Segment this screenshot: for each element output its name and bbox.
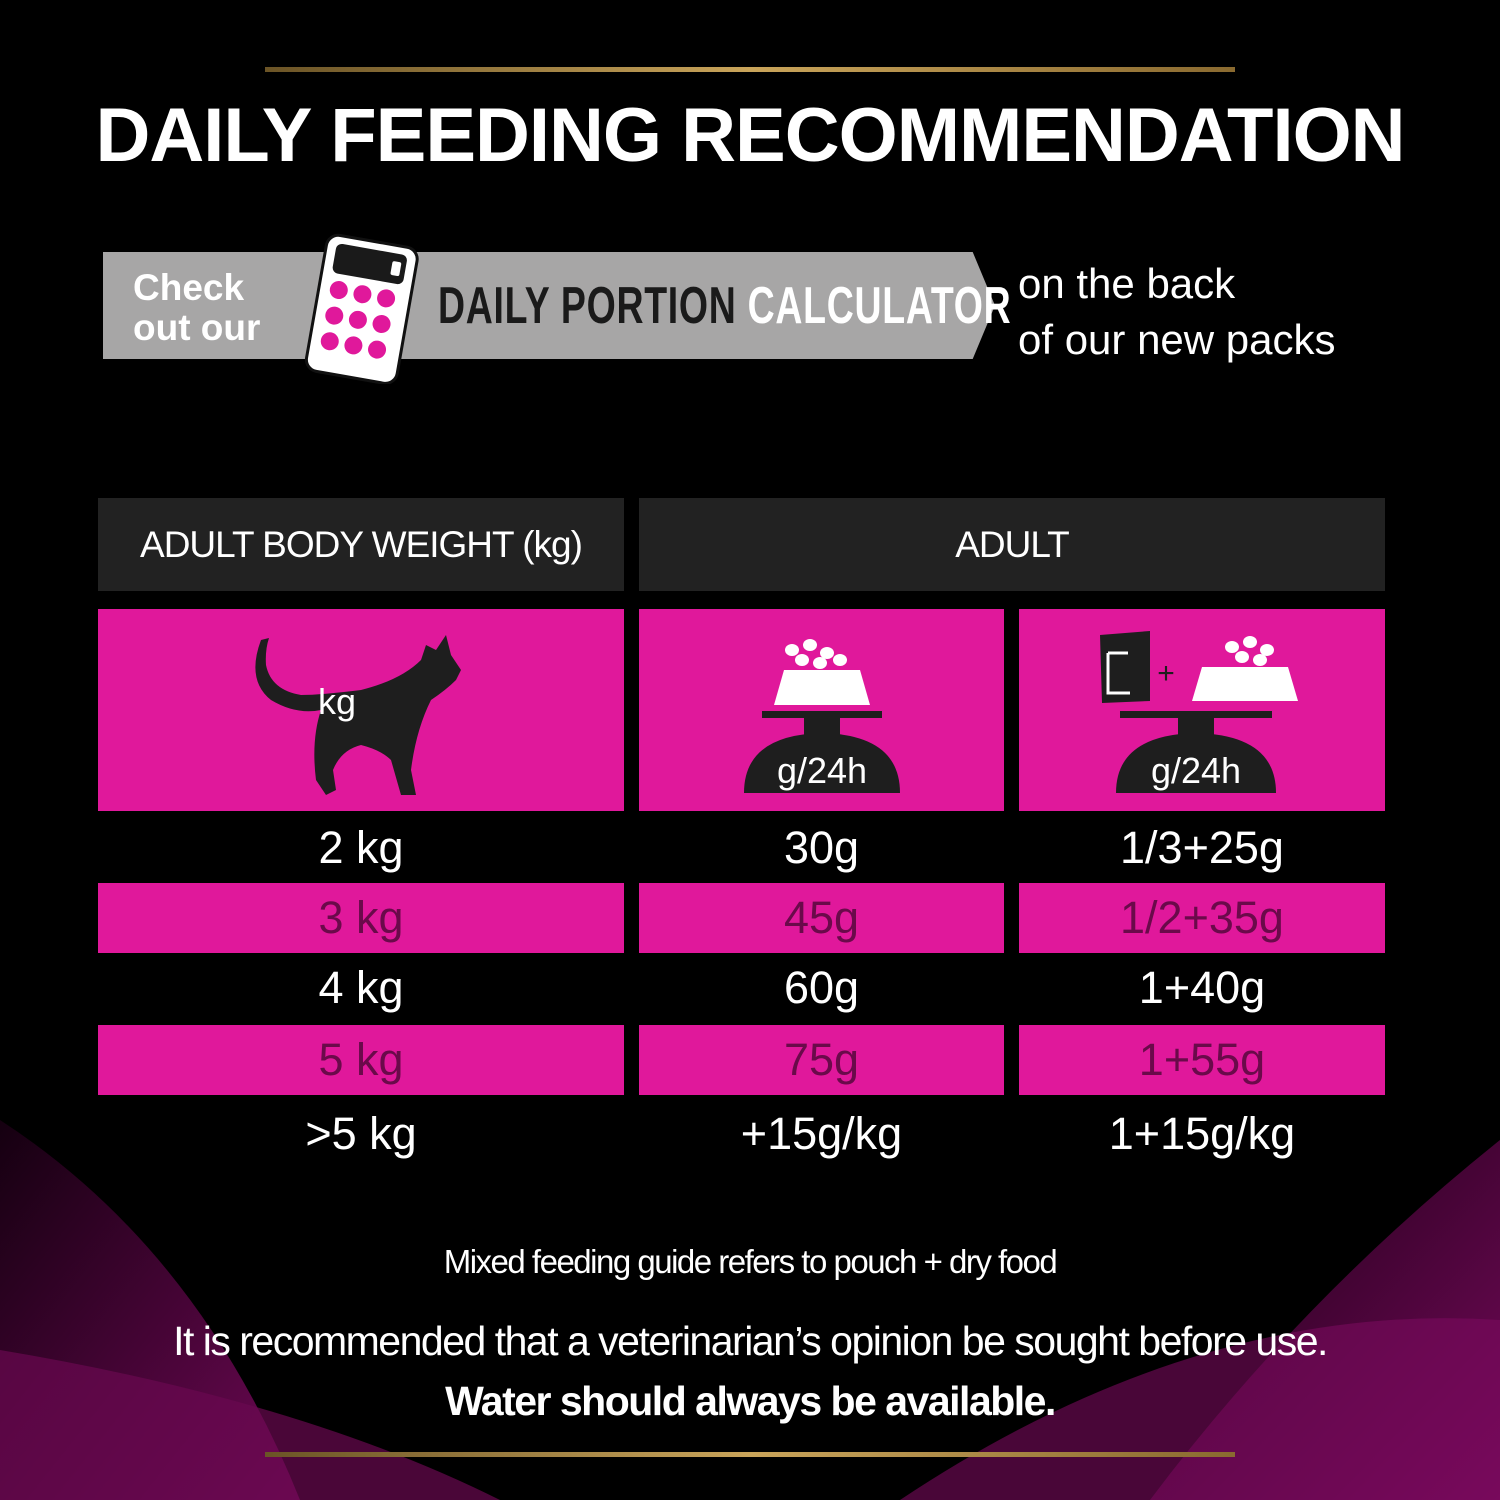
- vet-disclaimer: It is recommended that a veterinarian’s …: [173, 1318, 1328, 1364]
- scale-pouch-bowl-icon: + g/24h: [1100, 631, 1298, 793]
- plus-sign: +: [1157, 657, 1175, 690]
- table-cell-dry: 30g: [783, 822, 860, 873]
- cat-icon: [255, 635, 461, 795]
- water-disclaimer: Water should always be available.: [445, 1378, 1056, 1424]
- table-cell-dry: 60g: [783, 962, 860, 1013]
- table-cell-dry: +15g/kg: [740, 1108, 903, 1159]
- table-cell-dry: 45g: [639, 883, 1004, 953]
- back-of-pack-text: on the back of our new packs: [1018, 260, 1336, 363]
- daily-portion-calculator-label: DAILY PORTION CALCULATOR: [438, 277, 1012, 335]
- table-cell-weight: 4 kg: [318, 962, 404, 1013]
- background-swoosh: [0, 1120, 1500, 1500]
- calculator-banner: [103, 252, 995, 359]
- mixed-unit-label: g/24h: [1151, 750, 1241, 791]
- page-title: DAILY FEEDING RECOMMENDATION: [95, 93, 1405, 178]
- table-cell-weight: 3 kg: [98, 883, 624, 953]
- pouch-icon: [1100, 631, 1150, 703]
- banner-check-text: Check out our: [133, 267, 261, 348]
- weight-icon-cell: kg: [98, 609, 624, 811]
- mixed-icon-cell: + g/24h: [1019, 609, 1385, 811]
- header-adult: ADULT: [639, 498, 1385, 591]
- top-gold-divider: [265, 67, 1235, 72]
- table-cell-mixed: 1+15g/kg: [1108, 1108, 1296, 1159]
- table-cell-weight: 5 kg: [98, 1025, 624, 1095]
- dry-unit-label: g/24h: [776, 750, 866, 791]
- calculator-icon: [304, 233, 419, 384]
- kg-icon-label: kg: [318, 681, 357, 722]
- bottom-gold-divider: [265, 1452, 1235, 1457]
- mixed-feeding-note: Mixed feeding guide refers to pouch + dr…: [443, 1243, 1058, 1280]
- table-cell-dry: 75g: [639, 1025, 1004, 1095]
- table-cell-mixed: 1+55g: [1019, 1025, 1385, 1095]
- table-cell-mixed: 1/3+25g: [1120, 822, 1284, 873]
- table-cell-mixed: 1+40g: [1138, 962, 1266, 1013]
- table-cell-weight: 2 kg: [318, 822, 404, 873]
- dry-icon-cell: g/24h: [639, 609, 1004, 811]
- header-weight: ADULT BODY WEIGHT (kg): [98, 498, 624, 591]
- scale-bowl-icon: g/24h: [743, 639, 900, 793]
- table-cell-mixed: 1/2+35g: [1019, 883, 1385, 953]
- table-cell-weight: >5 kg: [305, 1108, 417, 1159]
